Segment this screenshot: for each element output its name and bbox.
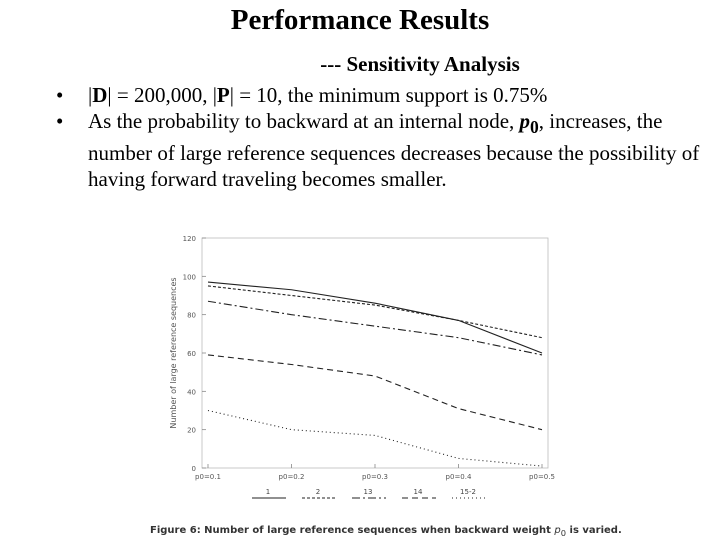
y-tick-label: 120	[183, 235, 196, 243]
bullet-text: | = 10, the minimum support is 0.75%	[229, 83, 548, 107]
bullet-dot: •	[56, 109, 64, 133]
x-tick-label: p0=0.5	[529, 473, 555, 481]
legend-label: 14	[414, 488, 423, 496]
figure-caption: Figure 6: Number of large reference sequ…	[150, 525, 650, 538]
bullet-item-2: • As the probability to backward at an in…	[56, 108, 716, 192]
legend-label: 2	[316, 488, 320, 496]
var-p0: p	[519, 109, 531, 133]
bullet-text: , increases, the number of large referen…	[88, 109, 700, 192]
series-line-4	[207, 354, 543, 431]
var-d: D	[92, 83, 108, 107]
caption-var-sub: 0	[560, 528, 567, 538]
var-p0-sub: 0	[530, 117, 539, 138]
series-line-2	[207, 285, 543, 339]
bullet-text: | = 200,000, |	[107, 83, 217, 107]
legend-label: 13	[364, 488, 373, 496]
caption-label: Figure 6:	[150, 525, 205, 536]
y-tick-label: 20	[187, 427, 196, 435]
plot-frame	[201, 237, 549, 469]
bullet-list: • |D| = 200,000, |P| = 10, the minimum su…	[56, 82, 716, 192]
x-tick-label: p0=0.1	[195, 473, 221, 481]
caption-end: is varied.	[566, 525, 622, 536]
bullet-text: As the probability to backward at an int…	[88, 109, 520, 133]
var-p: P	[216, 83, 230, 107]
series-line-3	[207, 300, 543, 356]
x-tick-label: p0=0.3	[362, 473, 388, 481]
bullet-item-1: • |D| = 200,000, |P| = 10, the minimum su…	[56, 83, 548, 107]
caption-text: Number of large reference sequences when…	[204, 525, 555, 536]
x-tick-label: p0=0.4	[446, 473, 472, 481]
legend-label: 15-2	[460, 488, 476, 496]
x-tick-label: p0=0.2	[279, 473, 305, 481]
y-tick-label: 0	[192, 465, 196, 473]
line-chart: 0 20 40 60 80 100 120 p0=0.1 p0=0.2 p0=0.3 p0=0.4 p…	[169, 235, 555, 499]
y-tick-label: 80	[187, 312, 196, 320]
legend-label: 1	[266, 488, 270, 496]
y-tick-label: 60	[187, 350, 196, 358]
slide-title: Performance Results	[230, 4, 490, 36]
y-tick-label: 100	[183, 273, 196, 281]
caption-var: p	[554, 525, 561, 536]
slide-subtitle: --- Sensitivity Analysis	[320, 52, 520, 76]
bullet-dot: •	[56, 83, 64, 107]
y-tick-label: 40	[187, 388, 196, 396]
series-line-5	[207, 409, 543, 467]
series-line-1	[207, 281, 543, 354]
y-axis-label: Number of large reference sequences	[169, 277, 178, 428]
